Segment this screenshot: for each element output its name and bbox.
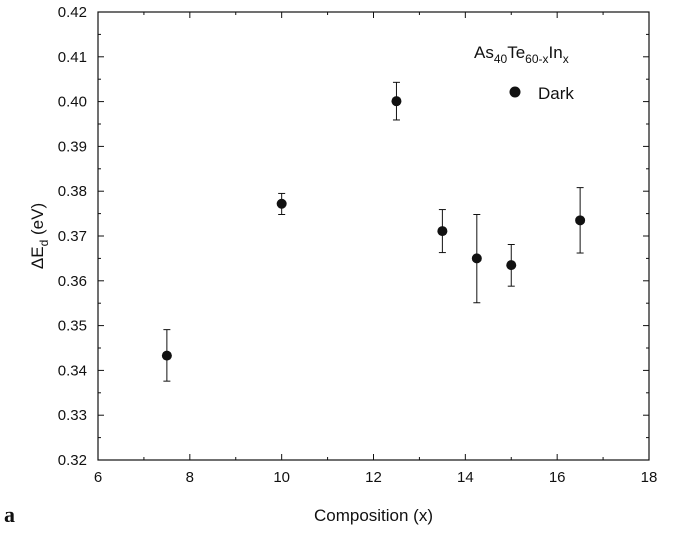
legend-marker bbox=[509, 86, 521, 98]
y-axis-label-base: ΔE bbox=[28, 246, 47, 269]
y-tick-label: 0.41 bbox=[58, 49, 87, 66]
x-tick-label: 16 bbox=[549, 469, 566, 486]
data-point bbox=[506, 244, 517, 287]
data-point bbox=[391, 81, 402, 121]
tick-marks bbox=[97, 11, 650, 461]
data-point bbox=[575, 187, 586, 254]
y-tick-label: 0.35 bbox=[58, 318, 87, 335]
data-points bbox=[161, 81, 586, 382]
legend-entry-label: Dark bbox=[538, 84, 574, 103]
legend-title-subscript: 60-x bbox=[525, 52, 548, 66]
y-tick-label: 0.33 bbox=[58, 407, 87, 424]
point-marker bbox=[161, 350, 172, 361]
y-tick-label: 0.36 bbox=[58, 273, 87, 290]
point-marker bbox=[391, 96, 402, 107]
y-tick-label: 0.32 bbox=[58, 452, 87, 469]
tick-labels: 6 8 10 12 14 16 18 0.32 0.33 0.34 0.35 0.36 0.37 0.38… bbox=[58, 4, 658, 486]
y-axis-label-sub: d bbox=[37, 240, 51, 247]
y-tick-label: 0.42 bbox=[58, 4, 87, 21]
legend-title-subscript: x bbox=[563, 52, 569, 66]
y-tick-label: 0.37 bbox=[58, 228, 87, 245]
x-axis-label: Composition (x) bbox=[314, 506, 433, 525]
data-point bbox=[437, 209, 448, 254]
point-marker bbox=[471, 253, 482, 264]
x-tick-label: 8 bbox=[186, 469, 194, 486]
point-marker bbox=[276, 198, 287, 209]
legend-title-text: As bbox=[474, 43, 494, 62]
y-tick-label: 0.39 bbox=[58, 138, 87, 155]
x-tick-label: 18 bbox=[641, 469, 658, 486]
y-tick-label: 0.40 bbox=[58, 94, 87, 111]
x-tick-label: 6 bbox=[94, 469, 102, 486]
plot-frame bbox=[97, 11, 650, 461]
x-tick-label: 12 bbox=[365, 469, 382, 486]
legend-title-subscript: 40 bbox=[494, 52, 508, 66]
y-axis-label: ΔEd (eV) bbox=[28, 203, 51, 269]
data-point bbox=[276, 192, 287, 215]
point-marker bbox=[506, 260, 517, 271]
x-tick-label: 14 bbox=[457, 469, 474, 486]
legend-title-text: Te bbox=[507, 43, 525, 62]
point-marker bbox=[575, 215, 586, 226]
panel-label: a bbox=[4, 502, 15, 527]
y-axis-label-unit: (eV) bbox=[28, 203, 47, 240]
y-tick-label: 0.34 bbox=[58, 362, 87, 379]
x-tick-label: 10 bbox=[273, 469, 290, 486]
legend-title-text: In bbox=[549, 43, 563, 62]
point-marker bbox=[437, 226, 448, 237]
legend-title: As40Te60-xInx bbox=[474, 43, 569, 66]
y-tick-label: 0.38 bbox=[58, 183, 87, 200]
legend: As40Te60-xInx Dark bbox=[474, 43, 574, 103]
data-point bbox=[161, 329, 172, 382]
data-point bbox=[471, 213, 482, 304]
